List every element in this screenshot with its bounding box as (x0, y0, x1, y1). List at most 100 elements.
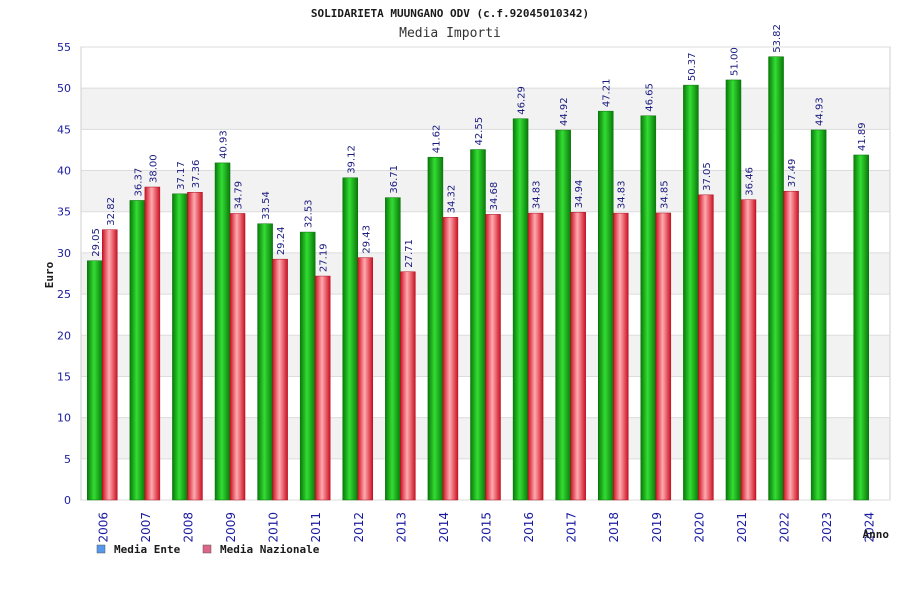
data-label: 46.65 (644, 83, 655, 112)
bar-media-ente (470, 149, 486, 501)
data-label: 34.85 (659, 180, 670, 209)
bar-media-nazionale (783, 190, 799, 501)
bar-media-ente (640, 115, 657, 501)
bar-media-nazionale (655, 212, 672, 501)
data-label: 42.55 (474, 117, 485, 146)
data-label: 34.83 (532, 180, 543, 209)
bar-media-nazionale (272, 258, 288, 501)
bar-media-ente (87, 260, 103, 501)
data-label: 32.53 (304, 199, 315, 228)
data-label: 41.89 (857, 122, 868, 151)
x-axis-label: Anno (863, 528, 890, 541)
y-tick-label: 5 (64, 453, 71, 466)
x-axis-ticks: 2006 2007 2008 2009 2010 2011 2012 2013 2014 2015… (96, 512, 876, 543)
data-label: 38.00 (148, 154, 159, 183)
y-axis-ticks: 0 5 10 15 20 25 30 35 40 45 50 55 (57, 41, 71, 507)
y-tick-label: 55 (57, 41, 71, 54)
x-tick-label: 2009 (224, 512, 238, 543)
y-tick-label: 20 (57, 329, 71, 342)
x-tick-label: 2006 (96, 512, 110, 543)
bar-media-ente (512, 118, 529, 501)
data-label: 27.19 (319, 243, 330, 272)
x-tick-label: 2008 (181, 512, 195, 543)
data-label: 34.83 (617, 180, 628, 209)
bar-media-ente (683, 84, 699, 501)
bar-media-ente (555, 129, 571, 501)
x-tick-label: 2022 (778, 512, 792, 543)
x-tick-label: 2007 (139, 512, 153, 543)
x-tick-label: 2017 (565, 512, 579, 543)
x-tick-label: 2019 (650, 512, 664, 543)
data-label: 34.32 (446, 185, 457, 214)
data-label: 40.93 (219, 130, 230, 159)
bar-media-ente (768, 56, 784, 501)
bar-media-nazionale (698, 194, 714, 501)
bar-media-nazionale (400, 271, 416, 501)
bar-media-ente (725, 79, 742, 501)
legend-swatch-media-ente (96, 544, 106, 554)
bar-media-nazionale (740, 199, 757, 501)
bar-media-ente (385, 197, 401, 501)
x-tick-label: 2011 (309, 512, 323, 543)
bars (87, 56, 869, 501)
data-label: 51.00 (729, 47, 740, 76)
bar-media-ente (853, 154, 869, 501)
legend-label-media-nazionale: Media Nazionale (220, 543, 320, 556)
x-tick-label: 2014 (437, 512, 451, 543)
data-label: 29.24 (276, 227, 287, 256)
data-label: 44.93 (815, 97, 826, 126)
y-tick-label: 50 (57, 82, 71, 95)
data-label: 37.36 (191, 160, 202, 189)
bar-media-nazionale (612, 212, 629, 501)
bar-media-nazionale (442, 217, 459, 501)
grid-band (81, 88, 890, 130)
value-labels: 29.05 36.37 37.17 40.93 33.54 32.53 39.12 36.71… (91, 24, 868, 272)
bar-media-ente (172, 193, 188, 501)
data-label: 47.21 (602, 79, 613, 108)
y-tick-label: 10 (57, 412, 71, 425)
data-label: 27.71 (404, 239, 415, 268)
y-axis-label: Euro (43, 261, 56, 288)
data-label: 29.05 (91, 228, 102, 257)
y-tick-label: 15 (57, 370, 71, 383)
data-label: 32.82 (106, 197, 117, 226)
data-label: 36.46 (744, 167, 755, 196)
data-label: 37.05 (702, 162, 713, 191)
x-tick-label: 2020 (692, 512, 706, 543)
y-tick-label: 35 (57, 206, 71, 219)
y-tick-label: 45 (57, 123, 71, 136)
bar-media-nazionale (357, 257, 374, 501)
y-tick-label: 30 (57, 247, 71, 260)
x-tick-label: 2018 (607, 512, 621, 543)
bar-media-ente (257, 223, 273, 501)
bar-media-nazionale (485, 214, 501, 501)
data-label: 36.37 (133, 168, 144, 197)
legend: Media Ente Media Nazionale (96, 543, 320, 556)
data-label: 34.68 (489, 182, 500, 211)
bar-media-nazionale (102, 229, 118, 501)
y-tick-label: 0 (64, 494, 71, 507)
data-label: 44.92 (559, 97, 570, 126)
bar-media-ente (299, 231, 316, 501)
data-label: 53.82 (772, 24, 783, 53)
x-tick-label: 2013 (394, 512, 408, 543)
bar-media-ente (214, 162, 231, 501)
data-label: 33.54 (261, 191, 272, 220)
x-tick-label: 2021 (735, 512, 749, 543)
bar-media-ente (597, 110, 614, 501)
y-tick-label: 40 (57, 165, 71, 178)
x-tick-label: 2015 (480, 512, 494, 543)
data-label: 34.79 (234, 181, 245, 210)
data-label: 29.43 (361, 225, 372, 254)
bar-media-nazionale (229, 213, 246, 501)
bar-media-nazionale (570, 211, 586, 501)
chart-subtitle: Media Importi (399, 26, 501, 41)
bar-media-ente (810, 129, 827, 501)
x-tick-label: 2016 (522, 512, 536, 543)
data-label: 41.62 (431, 125, 442, 154)
legend-label-media-ente: Media Ente (114, 543, 181, 556)
chart-title: SOLIDARIETA MUUNGANO ODV (c.f.9204501034… (311, 7, 589, 20)
data-label: 46.29 (517, 86, 528, 115)
bar-media-nazionale (527, 212, 544, 501)
